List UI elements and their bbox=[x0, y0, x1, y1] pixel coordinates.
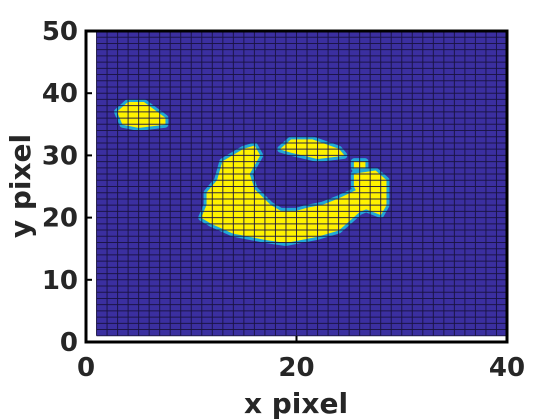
x-tick-label: 20 bbox=[278, 353, 314, 383]
x-tick-label: 40 bbox=[489, 353, 525, 383]
x-axis-ticks: 0 20 40 bbox=[77, 336, 525, 383]
heatmap-background-cells bbox=[96, 31, 507, 336]
y-axis-title: y pixel bbox=[4, 134, 37, 238]
y-tick-label: 0 bbox=[60, 328, 78, 358]
heatmap-layer bbox=[96, 31, 507, 336]
y-tick-label: 40 bbox=[42, 79, 78, 109]
pixel-grid bbox=[96, 31, 507, 337]
y-tick-label: 50 bbox=[42, 17, 78, 47]
y-axis-ticks: 0 10 20 30 40 50 bbox=[42, 17, 92, 358]
heatmap-region-1 bbox=[117, 102, 166, 128]
x-axis-title: x pixel bbox=[244, 387, 348, 420]
y-tick-label: 10 bbox=[42, 266, 78, 296]
y-tick-label: 30 bbox=[42, 141, 78, 171]
y-tick-label: 20 bbox=[42, 204, 78, 234]
x-tick-label: 0 bbox=[77, 353, 95, 383]
